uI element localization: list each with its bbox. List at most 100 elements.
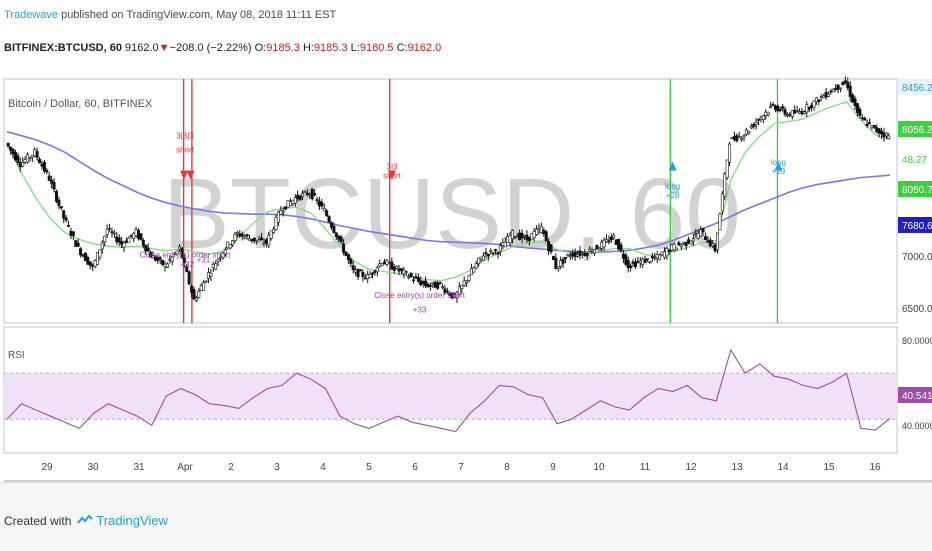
candle-body	[180, 247, 184, 259]
candle-body	[544, 231, 548, 242]
sma-fast-line	[6, 101, 891, 282]
candle-body	[262, 242, 266, 245]
candle-body	[539, 225, 543, 233]
candle-body	[209, 273, 213, 277]
candle-body	[501, 242, 505, 246]
candle-body	[783, 109, 787, 115]
candle-body	[6, 142, 10, 147]
candle-body	[631, 261, 635, 264]
price-pane[interactable]	[3, 78, 898, 324]
candle-body	[361, 272, 365, 278]
candle-body	[771, 104, 775, 106]
candle-body	[660, 251, 664, 255]
candle-body	[829, 90, 833, 93]
candle-body	[91, 264, 95, 267]
candle-body	[646, 258, 650, 260]
candle-body	[170, 256, 174, 262]
candle-body	[344, 251, 348, 256]
candle-body	[672, 243, 676, 251]
candle-body	[272, 228, 276, 233]
trade-annotation: +28	[666, 191, 680, 200]
candle-body	[115, 236, 119, 243]
candle-body	[629, 265, 633, 268]
candle-body	[723, 173, 727, 197]
candle-body	[754, 121, 758, 125]
candle-body	[279, 210, 283, 215]
candle-body	[62, 210, 66, 219]
candle-body	[281, 210, 285, 213]
publisher-link[interactable]: Tradewave	[4, 9, 59, 21]
candle-body	[812, 100, 816, 108]
candle-body	[245, 234, 249, 237]
ohlc-line: BITFINEX:BTCUSD, 60 9162.0▼−208.0 (−2.22…	[4, 42, 441, 54]
candle-body	[805, 104, 809, 113]
candle-body	[404, 271, 408, 273]
candle-body	[494, 249, 498, 251]
candle-body	[317, 200, 321, 207]
candle-body	[190, 285, 194, 293]
candle-body	[841, 81, 845, 86]
candle-body	[231, 240, 235, 246]
time-axis-tick: 3	[274, 462, 280, 473]
candle-body	[691, 238, 695, 242]
candle-body	[696, 233, 700, 239]
price-axis-tick: 7000.0	[902, 252, 932, 263]
candle-body	[699, 229, 703, 237]
candle-body	[826, 93, 830, 97]
trade-annotation: 3|3|3	[176, 132, 194, 141]
candle-body	[122, 242, 126, 248]
candle-body	[30, 154, 34, 158]
candle-body	[206, 272, 210, 279]
long-entry-arrow-icon	[774, 161, 783, 171]
candle-body	[33, 149, 37, 157]
candle-body	[503, 241, 507, 248]
candle-body	[269, 230, 273, 239]
candle-body	[597, 248, 601, 251]
candle-body	[559, 260, 563, 267]
candle-body	[291, 199, 295, 204]
candle-body	[416, 277, 420, 282]
created-with-label: Created with	[4, 514, 72, 528]
candle-body	[221, 252, 225, 259]
sma-slow-line	[6, 130, 891, 253]
time-axis-tick: 31	[133, 462, 145, 473]
publish-text: published on TradingView.com, May 08, 20…	[58, 9, 337, 21]
candle-body	[129, 234, 133, 237]
price-axis-tick: 6500.0	[902, 304, 932, 315]
candle-body	[243, 236, 247, 239]
candle-body	[436, 282, 440, 289]
candle-body	[375, 267, 379, 273]
tradingview-brand[interactable]: TradingView	[96, 513, 168, 528]
candle-body	[674, 247, 678, 251]
candles	[6, 76, 891, 304]
footer: Created with TradingView	[0, 482, 932, 551]
candle-body	[325, 210, 329, 217]
candle-body	[573, 252, 577, 257]
trade-annotation: Close entry(s) order short	[374, 291, 465, 300]
candle-body	[588, 249, 592, 252]
candle-body	[665, 248, 669, 257]
price-axis-label: 8050.7	[902, 185, 932, 196]
candle-body	[197, 290, 201, 298]
candle-body	[139, 233, 143, 240]
candle-body	[884, 132, 888, 137]
candle-body	[276, 211, 280, 223]
short-entry-arrow-icon	[186, 170, 195, 180]
time-axis-tick: 6	[412, 462, 418, 473]
publish-line: Tradewave published on TradingView.com, …	[4, 9, 336, 21]
candle-body	[23, 159, 27, 163]
candle-body	[740, 137, 744, 140]
candle-body	[327, 216, 331, 223]
candle-body	[785, 114, 789, 117]
candle-body	[354, 269, 358, 273]
price-change: −208.0 (−2.22%)	[169, 42, 252, 54]
candle-body	[790, 110, 794, 117]
candle-body	[257, 239, 261, 242]
candle-body	[537, 227, 541, 230]
candle-body	[38, 158, 42, 164]
time-axis-tick: 5	[366, 462, 372, 473]
time-axis-tick: 30	[87, 462, 99, 473]
candle-body	[26, 154, 30, 163]
candle-body	[527, 236, 531, 241]
